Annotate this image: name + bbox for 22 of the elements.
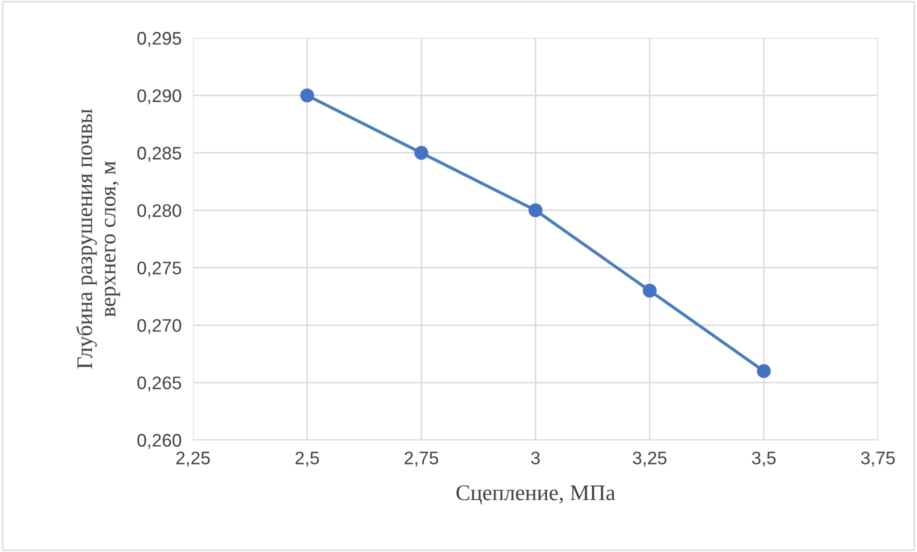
y-tick-label: 0,275: [137, 262, 182, 277]
x-tick-label: 3,75: [861, 452, 895, 467]
x-tick-label: 3,25: [632, 452, 666, 467]
point: [756, 364, 771, 378]
x-tick-label: 3,5: [752, 452, 776, 467]
y-tick-label: 0,295: [137, 32, 182, 47]
point: [528, 203, 542, 218]
x-tick-label: 2,5: [296, 452, 319, 467]
x-axis-title: Сцепление, МПа: [456, 485, 616, 504]
x-tick-label: 2,25: [176, 452, 210, 467]
y-axis-title: Глубина разрушения почвы верхнего слоя, м: [76, 109, 120, 369]
x-tick-label: 3: [531, 452, 540, 464]
point: [642, 284, 657, 298]
y-tick-label: 0,290: [137, 89, 182, 104]
y-tick-label: 0,270: [137, 319, 182, 334]
point: [414, 146, 428, 160]
y-tick-label: 0,285: [137, 146, 182, 162]
point: [300, 88, 314, 102]
y-tick-label: 0,265: [137, 376, 182, 392]
y-tick-label: 0,260: [137, 434, 182, 449]
x-tick-label: 2,75: [404, 452, 438, 467]
y-tick-label: 0,280: [137, 204, 182, 220]
